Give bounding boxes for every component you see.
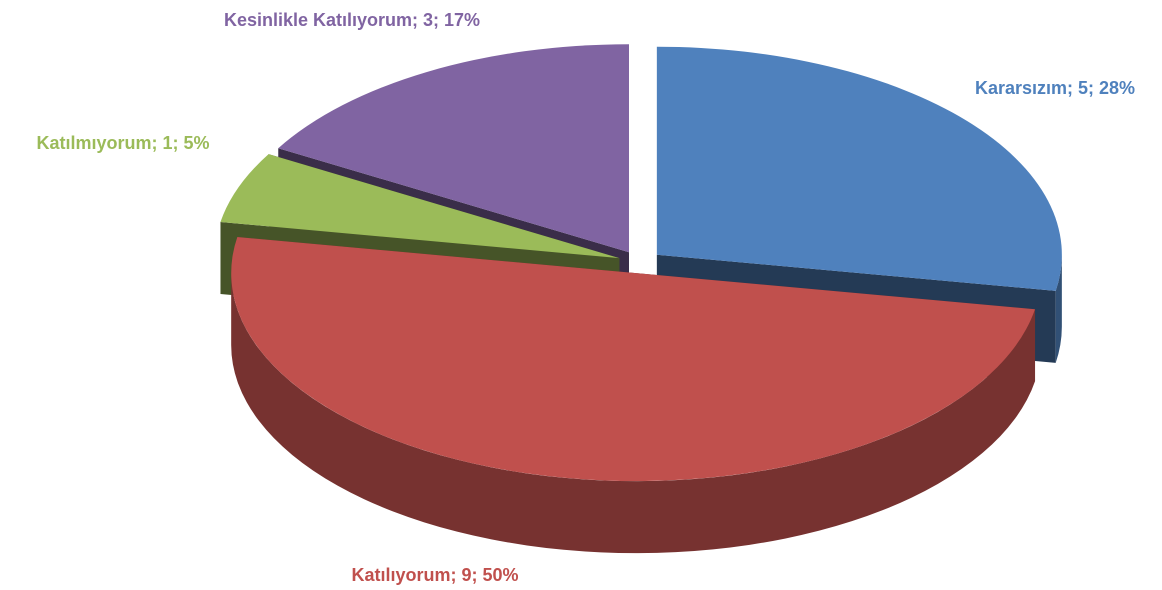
slice-top bbox=[220, 154, 620, 259]
slice-top bbox=[656, 46, 1062, 291]
data-label: Katılmıyorum; 1; 5% bbox=[36, 133, 210, 153]
slice-side bbox=[231, 273, 1036, 554]
data-label: Katılıyorum; 9; 50% bbox=[351, 565, 519, 585]
pie-slice: Katılıyorum bbox=[231, 237, 1036, 554]
slice-top bbox=[278, 44, 629, 253]
slice-side bbox=[1055, 254, 1062, 363]
slice-top bbox=[231, 237, 1036, 482]
data-label: Kesinlikle Katılıyorum; 3; 17% bbox=[223, 10, 481, 30]
data-label: Kararsızım; 5; 28% bbox=[974, 78, 1136, 98]
